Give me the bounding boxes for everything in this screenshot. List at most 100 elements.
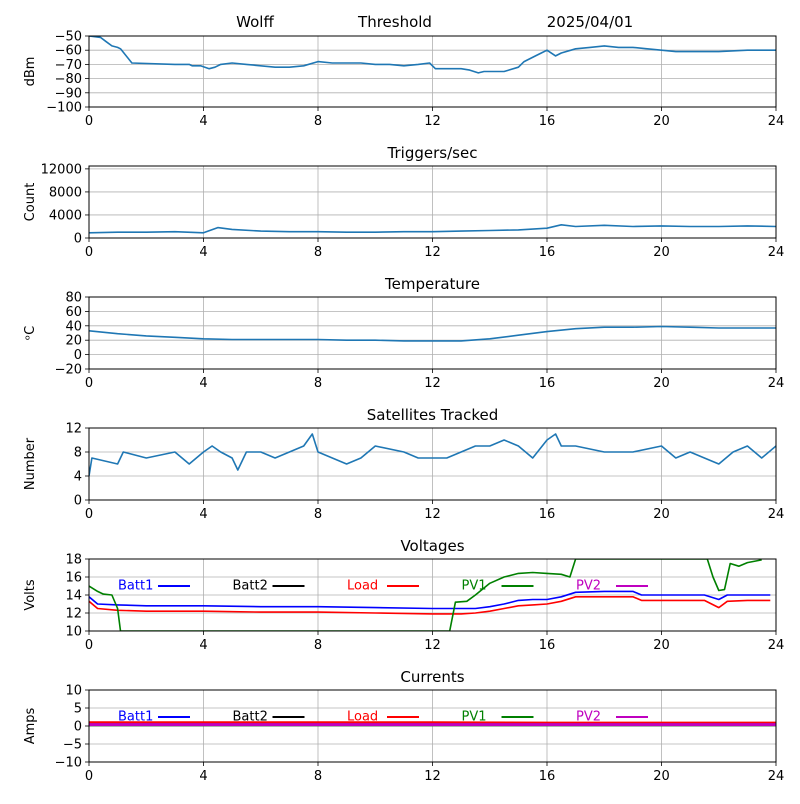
legend-label-pv2: PV2 (576, 579, 601, 594)
x-tick-label: 8 (314, 769, 322, 784)
legend-label-load: Load (347, 579, 378, 594)
x-tick-label: 12 (424, 245, 441, 260)
header-mode: Threshold (357, 13, 432, 31)
y-tick-label: −60 (55, 44, 82, 59)
x-tick-label: 4 (199, 507, 207, 522)
y-axis-label: Amps (23, 707, 38, 744)
y-tick-label: −70 (55, 58, 82, 73)
panel-title: Temperature (384, 275, 480, 293)
x-tick-label: 20 (653, 376, 670, 391)
x-tick-label: 12 (424, 376, 441, 391)
y-tick-label: −80 (55, 72, 82, 87)
x-tick-label: 16 (539, 769, 556, 784)
x-tick-label: 12 (424, 769, 441, 784)
y-tick-label: 0 (74, 494, 82, 509)
x-tick-label: 0 (85, 638, 93, 653)
legend-label-batt2: Batt2 (233, 579, 268, 594)
x-tick-label: 16 (539, 245, 556, 260)
legend-label-batt1: Batt1 (118, 579, 153, 594)
x-tick-label: 4 (199, 245, 207, 260)
y-tick-label: 12 (65, 422, 82, 437)
y-tick-label: 20 (65, 334, 82, 349)
x-tick-label: 16 (539, 114, 556, 129)
legend-label-batt2: Batt2 (233, 710, 268, 725)
header-date: 2025/04/01 (547, 13, 633, 31)
x-tick-label: 0 (85, 507, 93, 522)
x-tick-label: 20 (653, 245, 670, 260)
y-tick-label: 80 (65, 291, 82, 306)
x-tick-label: 8 (314, 638, 322, 653)
x-tick-label: 8 (314, 376, 322, 391)
panel-title: Voltages (400, 537, 464, 555)
y-axis-label: dBm (23, 57, 38, 87)
legend-label-pv1: PV1 (462, 710, 487, 725)
x-tick-label: 4 (199, 114, 207, 129)
chart-panel-5: 0 4 8 12 16 20 24 18 16 14 12 10 Voltages Volts Batt1 B… (23, 537, 784, 653)
legend-label-load: Load (347, 710, 378, 725)
x-tick-label: 12 (424, 638, 441, 653)
y-tick-label: 40 (65, 319, 82, 334)
x-tick-label: 24 (768, 114, 785, 129)
x-tick-label: 0 (85, 245, 93, 260)
series-group (89, 723, 776, 725)
y-tick-label: 0 (74, 232, 82, 247)
panel-title: Satellites Tracked (367, 406, 498, 424)
x-tick-label: 16 (539, 376, 556, 391)
y-tick-label: 8 (74, 446, 82, 461)
x-tick-label: 0 (85, 114, 93, 129)
y-axis-label: ᵒC (23, 326, 38, 340)
y-tick-label: 12000 (41, 162, 82, 177)
x-tick-label: 20 (653, 638, 670, 653)
y-tick-label: −100 (46, 101, 82, 116)
legend-label-batt1: Batt1 (118, 710, 153, 725)
chart-panel-2: 0 4 8 12 16 20 24 12000 8000 4000 0 Triggers/sec Cou… (23, 144, 784, 260)
x-tick-label: 24 (768, 638, 785, 653)
y-axis-label: Count (23, 183, 38, 222)
y-tick-label: 0 (74, 720, 82, 735)
y-tick-label: 18 (65, 553, 82, 568)
y-tick-label: 10 (65, 684, 82, 699)
y-tick-label: 60 (65, 305, 82, 320)
y-tick-label: 16 (65, 571, 82, 586)
y-tick-label: −5 (63, 738, 82, 753)
x-tick-label: 24 (768, 245, 785, 260)
x-tick-label: 20 (653, 507, 670, 522)
x-tick-label: 0 (85, 376, 93, 391)
x-tick-label: 24 (768, 376, 785, 391)
y-tick-label: −50 (55, 30, 82, 45)
x-tick-label: 20 (653, 114, 670, 129)
x-tick-label: 16 (539, 507, 556, 522)
y-tick-label: 12 (65, 607, 82, 622)
x-tick-label: 4 (199, 638, 207, 653)
y-tick-label: 4000 (49, 208, 82, 223)
x-tick-label: 8 (314, 114, 322, 129)
panel-title: Currents (400, 668, 464, 686)
panel-title: Triggers/sec (387, 144, 478, 162)
x-tick-label: 4 (199, 376, 207, 391)
legend-label-pv1: PV1 (462, 579, 487, 594)
y-tick-label: 0 (74, 348, 82, 363)
x-tick-label: 8 (314, 245, 322, 260)
x-tick-label: 16 (539, 638, 556, 653)
legend-label-pv2: PV2 (576, 710, 601, 725)
y-tick-label: 8000 (49, 185, 82, 200)
y-tick-label: −10 (55, 756, 82, 771)
y-tick-label: 14 (65, 589, 82, 604)
x-tick-label: 4 (199, 769, 207, 784)
y-tick-label: 4 (74, 470, 82, 485)
y-tick-label: 5 (74, 702, 82, 717)
y-axis-label: Volts (23, 579, 38, 611)
y-tick-label: −20 (55, 363, 82, 378)
x-tick-label: 20 (653, 769, 670, 784)
y-tick-label: 10 (65, 625, 82, 640)
header-station: Wolff (236, 13, 274, 31)
y-axis-label: Number (23, 437, 38, 490)
x-tick-label: 0 (85, 769, 93, 784)
y-tick-label: −90 (55, 86, 82, 101)
